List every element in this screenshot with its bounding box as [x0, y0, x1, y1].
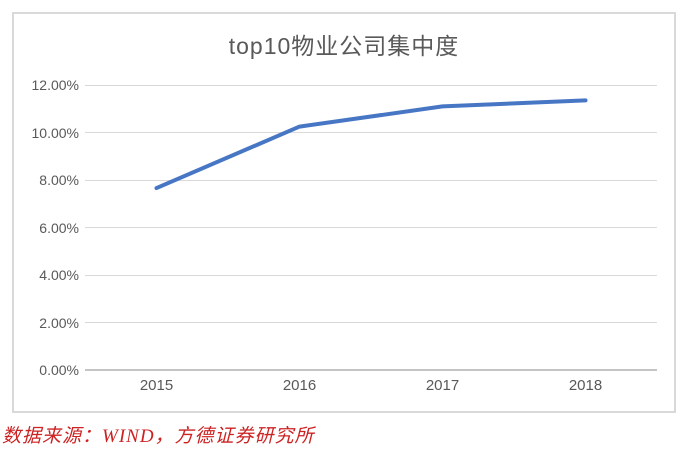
gridline: [85, 274, 657, 276]
y-axis-tick-label: 6.00%: [39, 219, 79, 236]
y-axis-tick-label: 8.00%: [39, 172, 79, 188]
gridline: [85, 322, 657, 323]
gridline: [85, 84, 657, 86]
chart-title: top10物业公司集中度: [228, 33, 460, 59]
y-axis-tick-label: 2.00%: [39, 314, 79, 331]
line-chart-canvas: [154, 98, 588, 191]
source-note: 数据来源：WIND，方德证券研究所: [2, 426, 315, 447]
y-axis-tick-label: 4.00%: [39, 267, 79, 283]
y-axis-tick-label: 10.00%: [31, 124, 79, 141]
x-axis-tick-label: 2018: [568, 377, 603, 394]
x-axis-tick-label: 2015: [139, 377, 174, 394]
x-axis-tick-label: 2017: [425, 377, 460, 394]
plot-area: [85, 84, 657, 371]
y-axis-tick-label: 0.00%: [39, 362, 79, 378]
chart-frame: [12, 12, 676, 413]
data-series-line: [154, 98, 588, 191]
x-axis-tick-label: 2016: [282, 377, 317, 394]
x-axis-line: [85, 369, 657, 371]
y-axis: 12.00% 10.00% 8.00% 6.00% 4.00% 2.00% 0.00%: [0, 77, 79, 378]
gridline: [85, 179, 657, 181]
gridline: [85, 227, 657, 228]
gridline: [85, 132, 657, 133]
x-axis: 2015 2016 2017 2018: [85, 377, 657, 397]
y-axis-tick-label: 12.00%: [31, 77, 79, 93]
